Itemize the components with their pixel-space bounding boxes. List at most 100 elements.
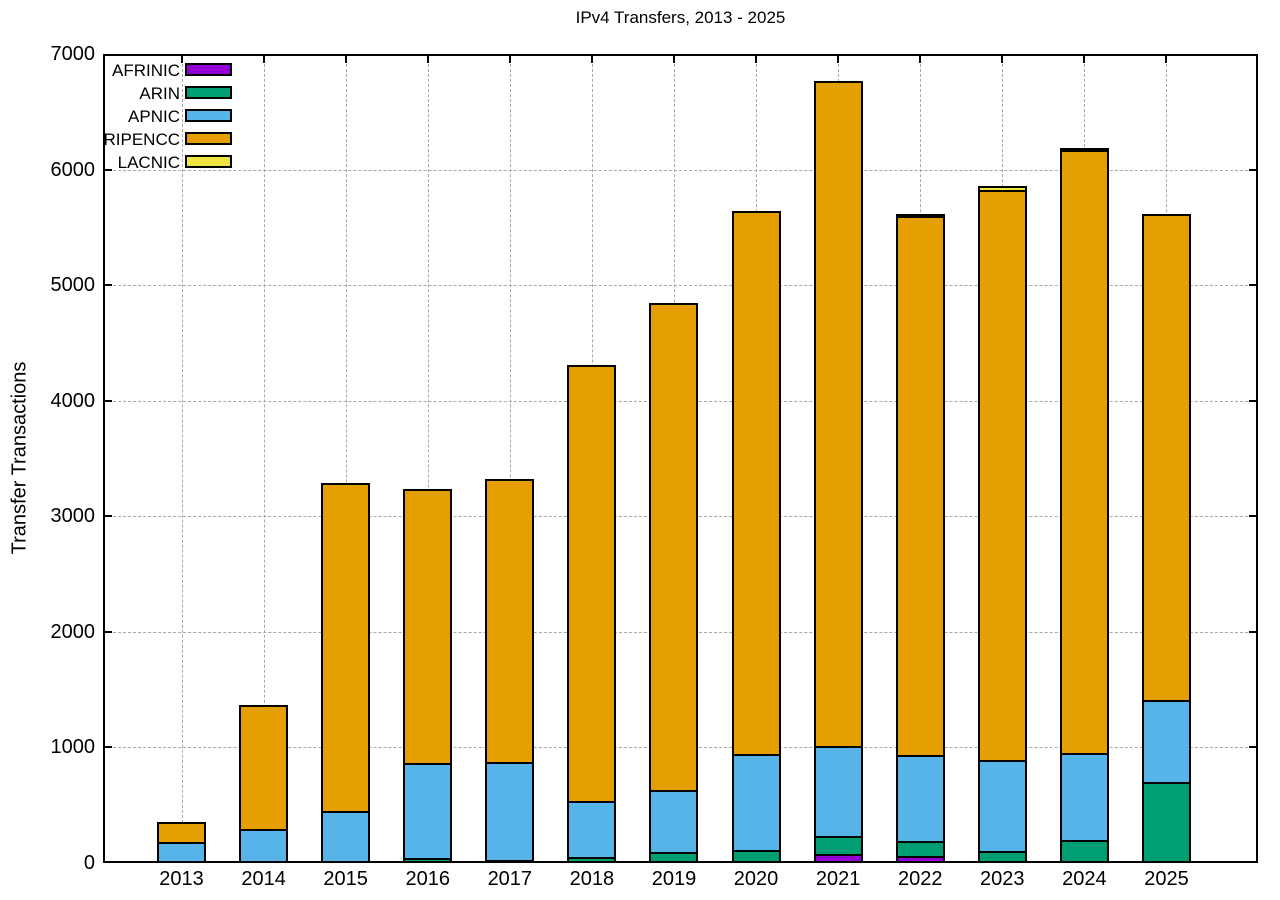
bar-segment-ARIN-2021: [813, 835, 863, 855]
legend-swatch-ARIN: [185, 86, 232, 99]
bar-segment-RIPENCC-2017: [485, 479, 535, 763]
bar-2021: [813, 81, 863, 863]
x-tick-top-2022: [919, 54, 922, 63]
y-tick-right-3000: [1249, 515, 1258, 518]
bar-segment-ARIN-2022: [895, 841, 945, 857]
bar-segment-APNIC-2020: [731, 754, 781, 851]
y-tick-left-6000: [103, 168, 112, 171]
bar-segment-APNIC-2019: [649, 790, 699, 853]
x-tick-top-2020: [755, 54, 758, 63]
bar-2022: [895, 214, 945, 863]
x-tick-label-2019: 2019: [651, 868, 697, 890]
gridline-v-2016: [427, 54, 429, 863]
bar-segment-APNIC-2014: [239, 828, 289, 863]
bar-segment-ARIN-2016: [403, 858, 453, 863]
bar-segment-RIPENCC-2014: [239, 704, 289, 829]
x-tick-top-2025: [1165, 54, 1168, 63]
bar-segment-RIPENCC-2023: [977, 189, 1027, 760]
x-tick-top-2014: [262, 54, 265, 63]
x-tick-top-2017: [508, 54, 511, 63]
x-tick-label-2022: 2022: [897, 868, 943, 890]
bar-segment-LACNIC-2022: [895, 214, 945, 217]
bar-segment-APNIC-2018: [567, 800, 617, 858]
y-tick-label-2000: 2000: [50, 620, 96, 643]
y-tick-right-1000: [1249, 746, 1258, 749]
bar-segment-AFRINIC-2021: [813, 854, 863, 863]
gridline-v-2014: [263, 54, 265, 863]
y-tick-label-5000: 5000: [50, 274, 96, 297]
bar-segment-APNIC-2015: [321, 811, 371, 863]
bar-segment-ARIN-2018: [567, 857, 617, 862]
legend-label-LACNIC: LACNIC: [117, 153, 180, 172]
y-tick-right-4000: [1249, 399, 1258, 402]
legend-label-AFRINIC: AFRINIC: [112, 61, 180, 80]
bar-segment-RIPENCC-2015: [321, 483, 371, 811]
x-tick-top-2019: [672, 54, 675, 63]
bar-segment-APNIC-2013: [157, 842, 206, 863]
bar-segment-AFRINIC-2018: [567, 861, 617, 863]
bar-segment-ARIN-2023: [977, 850, 1027, 862]
bar-segment-RIPENCC-2019: [649, 302, 699, 791]
bar-2023: [977, 185, 1027, 863]
bar-segment-APNIC-2022: [895, 754, 945, 842]
x-tick-label-2013: 2013: [159, 868, 204, 890]
bar-segment-RIPENCC-2016: [403, 489, 453, 764]
y-tick-left-5000: [103, 284, 112, 287]
y-tick-label-1000: 1000: [50, 736, 96, 759]
y-tick-left-3000: [103, 515, 112, 518]
y-tick-right-6000: [1249, 168, 1258, 171]
bar-segment-ARIN-2019: [649, 852, 699, 861]
y-tick-label-7000: 7000: [50, 43, 96, 65]
legend-swatch-AFRINIC: [185, 63, 232, 76]
y-tick-label-6000: 6000: [50, 158, 96, 181]
bar-segment-APNIC-2016: [403, 763, 453, 859]
bar-segment-RIPENCC-2021: [813, 81, 863, 747]
bar-2024: [1059, 147, 1109, 863]
legend-swatch-RIPENCC: [185, 132, 232, 145]
legend-label-RIPENCC: RIPENCC: [103, 130, 180, 149]
x-tick-label-2021: 2021: [815, 868, 861, 890]
y-tick-left-4000: [103, 399, 112, 402]
bar-2013: [157, 821, 206, 863]
bar-2025: [1141, 213, 1191, 863]
bar-segment-ARIN-2024: [1059, 839, 1109, 862]
bar-segment-AFRINIC-2019: [649, 860, 699, 863]
gridline-v-2013: [181, 54, 183, 863]
legend-swatch-LACNIC: [185, 155, 232, 168]
bar-2019: [649, 302, 699, 863]
bar-segment-ARIN-2017: [485, 859, 535, 863]
bar-segment-APNIC-2017: [485, 762, 535, 860]
chart-title: IPv4 Transfers, 2013 - 2025: [575, 8, 786, 27]
bar-segment-APNIC-2024: [1059, 753, 1109, 840]
legend-swatch-APNIC: [185, 109, 232, 122]
x-tick-top-2016: [426, 54, 429, 63]
y-tick-left-2000: [103, 630, 112, 633]
bar-segment-AFRINIC-2024: [1059, 861, 1109, 863]
x-tick-top-2018: [590, 54, 593, 63]
gridline-v-2017: [509, 54, 511, 863]
bar-segment-ARIN-2020: [731, 850, 781, 861]
bar-2020: [731, 211, 781, 863]
x-tick-label-2023: 2023: [980, 868, 1025, 890]
bar-segment-RIPENCC-2013: [157, 821, 206, 843]
bar-2017: [485, 479, 535, 863]
bar-segment-ARIN-2025: [1141, 782, 1191, 863]
gridline-h-5000: [103, 285, 1258, 287]
gridline-v-2015: [345, 54, 347, 863]
bar-segment-RIPENCC-2018: [567, 365, 617, 801]
bar-2014: [239, 704, 289, 863]
x-tick-label-2018: 2018: [569, 868, 615, 890]
bar-segment-APNIC-2023: [977, 759, 1027, 851]
y-tick-right-5000: [1249, 284, 1258, 287]
bar-segment-LACNIC-2023: [977, 185, 1027, 190]
y-tick-label-0: 0: [83, 852, 95, 874]
legend-label-APNIC: APNIC: [128, 107, 180, 126]
x-tick-label-2015: 2015: [323, 868, 368, 890]
legend-label-ARIN: ARIN: [139, 84, 180, 103]
bar-segment-RIPENCC-2020: [731, 211, 781, 755]
x-tick-label-2024: 2024: [1062, 868, 1107, 890]
bar-segment-APNIC-2025: [1141, 700, 1191, 783]
x-tick-label-2025: 2025: [1144, 868, 1189, 890]
x-tick-label-2020: 2020: [733, 868, 779, 890]
bar-2015: [321, 483, 371, 863]
